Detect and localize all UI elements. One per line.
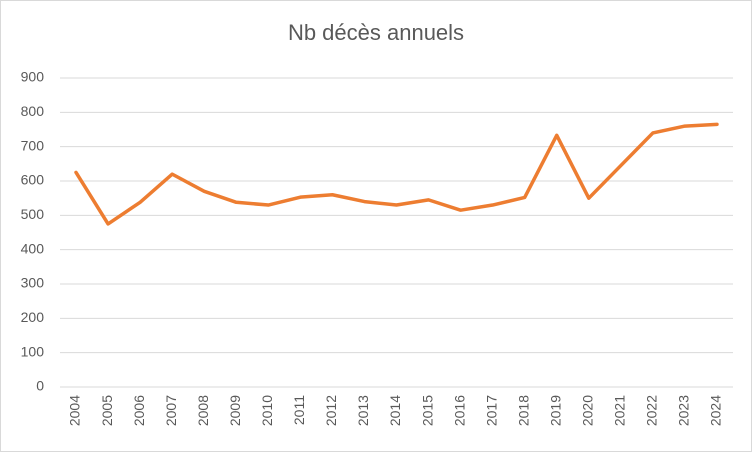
x-tick-label: 2021	[612, 395, 628, 426]
x-tick-label: 2022	[644, 395, 660, 426]
x-tick-label: 2016	[451, 395, 467, 426]
y-tick-label: 400	[21, 240, 45, 256]
y-tick-label: 500	[21, 206, 45, 222]
x-tick-label: 2011	[291, 395, 307, 425]
x-tick-label: 2023	[676, 395, 692, 426]
x-tick-label: 2024	[708, 395, 724, 426]
x-tick-label: 2020	[579, 395, 595, 426]
x-tick-label: 2008	[195, 395, 211, 426]
x-tick-label: 2018	[515, 395, 531, 426]
x-tick-label: 2014	[387, 395, 403, 426]
y-tick-label: 700	[21, 137, 45, 153]
x-tick-label: 2012	[323, 395, 339, 426]
x-tick-label: 2009	[227, 395, 243, 426]
x-tick-label: 2019	[547, 395, 563, 426]
x-tick-label: 2006	[131, 395, 147, 426]
x-tick-label: 2015	[419, 395, 435, 426]
x-tick-label: 2005	[99, 395, 115, 426]
y-tick-label: 300	[21, 275, 45, 291]
x-tick-label: 2017	[483, 395, 499, 426]
y-tick-label: 100	[21, 343, 45, 359]
y-tick-label: 600	[21, 172, 45, 188]
data-line	[74, 122, 719, 226]
y-tick-label: 0	[36, 378, 44, 394]
y-tick-label: 200	[21, 309, 45, 325]
chart-title: Nb décès annuels	[288, 20, 464, 45]
x-tick-label: 2010	[259, 395, 275, 426]
x-tick-label: 2007	[163, 395, 179, 426]
y-tick-label: 900	[21, 69, 45, 85]
x-tick-label: 2013	[355, 395, 371, 426]
x-tick-label: 2004	[67, 395, 83, 426]
y-tick-label: 800	[21, 103, 45, 119]
